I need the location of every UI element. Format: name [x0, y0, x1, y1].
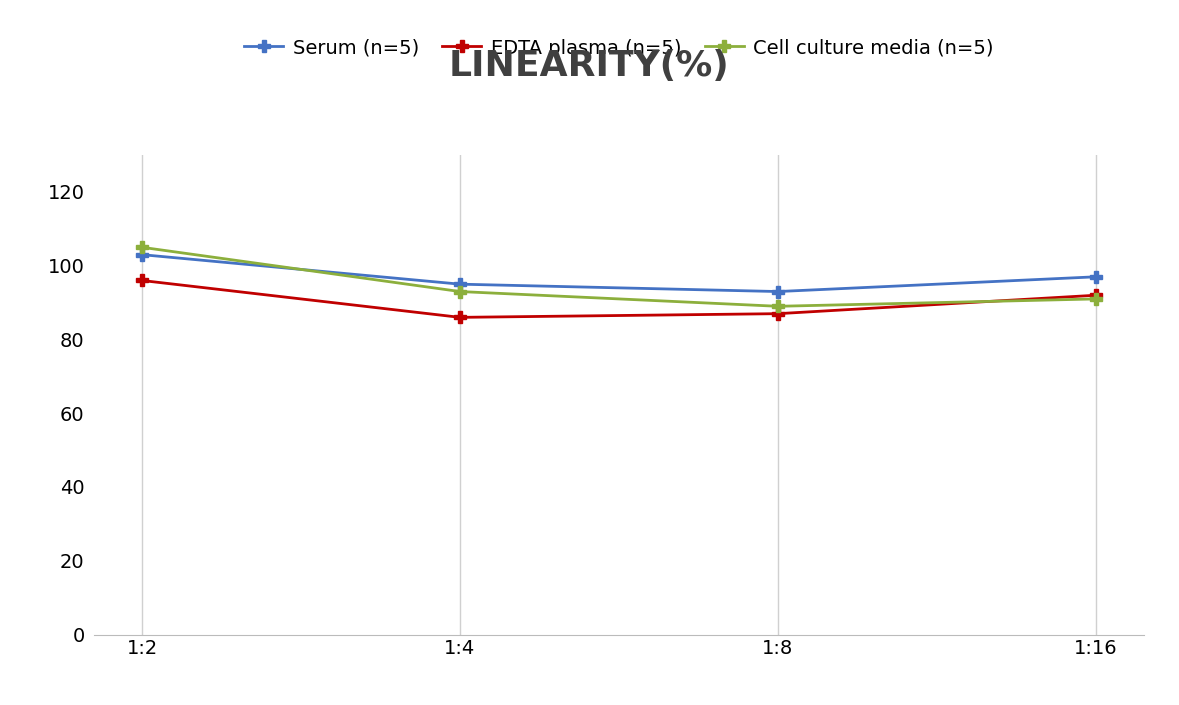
- Cell culture media (n=5): [1089, 295, 1104, 303]
- Legend: Serum (n=5), EDTA plasma (n=5), Cell culture media (n=5): Serum (n=5), EDTA plasma (n=5), Cell cul…: [236, 30, 1002, 66]
- Serum (n=5): [1089, 273, 1104, 281]
- EDTA plasma (n=5): [771, 309, 785, 318]
- EDTA plasma (n=5): [1089, 291, 1104, 300]
- Line: EDTA plasma (n=5): EDTA plasma (n=5): [136, 274, 1102, 324]
- Line: Cell culture media (n=5): Cell culture media (n=5): [136, 241, 1102, 312]
- EDTA plasma (n=5): [453, 313, 467, 321]
- Text: LINEARITY(%): LINEARITY(%): [449, 49, 730, 83]
- Cell culture media (n=5): [771, 302, 785, 310]
- Cell culture media (n=5): [134, 243, 149, 252]
- Line: Serum (n=5): Serum (n=5): [136, 248, 1102, 298]
- Serum (n=5): [134, 250, 149, 259]
- Serum (n=5): [453, 280, 467, 288]
- EDTA plasma (n=5): [134, 276, 149, 285]
- Serum (n=5): [771, 288, 785, 296]
- Cell culture media (n=5): [453, 288, 467, 296]
